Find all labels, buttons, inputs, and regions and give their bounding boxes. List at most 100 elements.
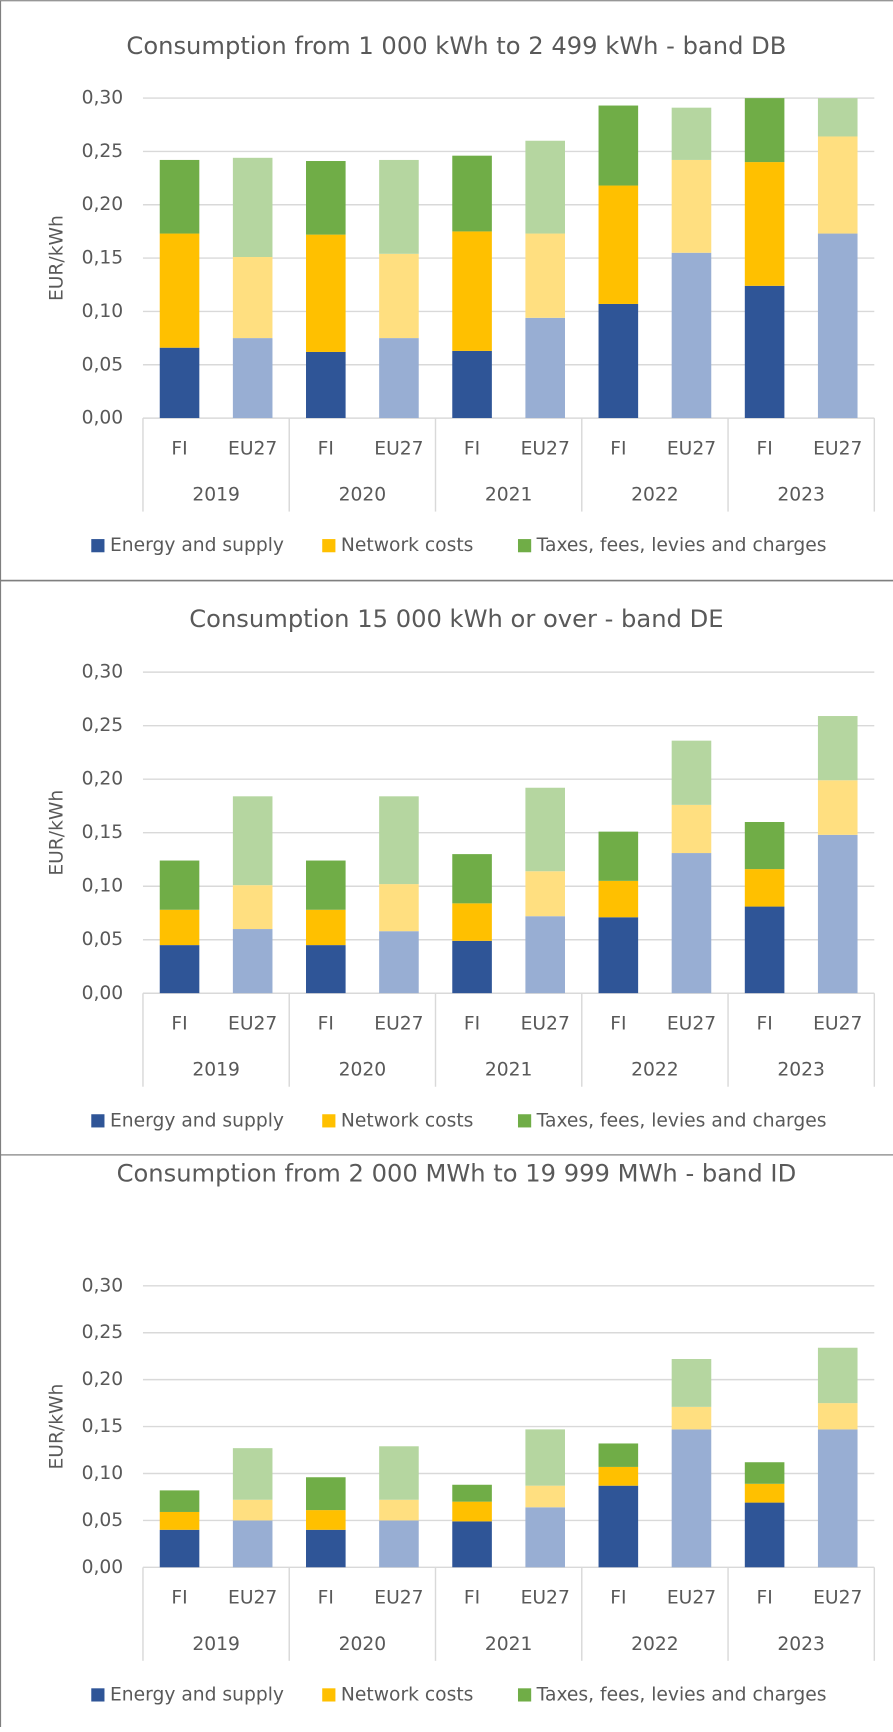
x-tick-label: FI bbox=[756, 1014, 772, 1035]
chart-title: Consumption 15 000 kWh or over - band DE bbox=[189, 606, 724, 634]
bar-segment bbox=[452, 350, 492, 419]
y-tick-label: 0,10 bbox=[82, 301, 124, 322]
legend-swatch bbox=[91, 1114, 105, 1128]
bar-segment bbox=[306, 1510, 346, 1530]
bar-segment bbox=[379, 159, 419, 254]
x-tick-label: EU27 bbox=[667, 1014, 716, 1035]
group-label: 2021 bbox=[485, 1060, 533, 1081]
x-tick-label: EU27 bbox=[813, 1014, 862, 1035]
y-tick-label: 0,25 bbox=[82, 1322, 124, 1343]
group-label: 2023 bbox=[777, 485, 825, 506]
bar-segment bbox=[817, 716, 858, 781]
bar-segment bbox=[525, 1429, 565, 1486]
legend-label: Energy and supply bbox=[110, 1110, 284, 1131]
bar-segment bbox=[598, 185, 639, 304]
y-tick-label: 0,10 bbox=[82, 876, 124, 897]
bar-segment bbox=[598, 831, 639, 881]
bar-segment bbox=[306, 945, 346, 994]
bar-segment bbox=[598, 1443, 639, 1467]
group-label: 2023 bbox=[777, 1634, 825, 1655]
bar-segment bbox=[159, 909, 200, 946]
bar-segment bbox=[159, 860, 200, 910]
legend-label: Network costs bbox=[341, 535, 473, 556]
x-tick-label: FI bbox=[464, 1014, 480, 1035]
bar-segment bbox=[159, 1511, 200, 1530]
legend-swatch bbox=[322, 1114, 336, 1128]
bar-segment bbox=[671, 1406, 712, 1430]
x-tick-label: FI bbox=[171, 438, 187, 459]
bar-segment bbox=[452, 854, 492, 904]
legend-label: Taxes, fees, levies and charges bbox=[536, 1684, 827, 1705]
y-tick-label: 0,10 bbox=[82, 1463, 124, 1484]
x-tick-label: EU27 bbox=[228, 1014, 277, 1035]
bar-segment bbox=[525, 916, 565, 994]
group-label: 2019 bbox=[192, 1060, 240, 1081]
bars bbox=[159, 98, 858, 419]
x-tick-label: EU27 bbox=[667, 1588, 716, 1609]
bar-segment bbox=[379, 1499, 419, 1521]
bar-segment bbox=[817, 780, 858, 835]
group-label: 2019 bbox=[192, 485, 240, 506]
bar-segment bbox=[232, 1520, 273, 1568]
x-tick-label: EU27 bbox=[228, 1588, 277, 1609]
x-tick-label: EU27 bbox=[667, 438, 716, 459]
y-tick-label: 0,30 bbox=[82, 662, 124, 683]
y-tick-label: 0,00 bbox=[82, 1557, 124, 1578]
x-tick-label: FI bbox=[610, 438, 626, 459]
legend-swatch bbox=[322, 1688, 336, 1702]
x-tick-label: FI bbox=[318, 1014, 334, 1035]
bar-segment bbox=[452, 1521, 492, 1568]
bar-segment bbox=[817, 1347, 858, 1404]
bar-segment bbox=[232, 796, 273, 886]
bar-segment bbox=[452, 1501, 492, 1522]
bar-segment bbox=[671, 107, 712, 160]
y-tick-label: 0,05 bbox=[82, 929, 124, 950]
y-tick-label: 0,20 bbox=[82, 194, 124, 215]
group-label: 2021 bbox=[485, 485, 533, 506]
legend-swatch bbox=[91, 539, 105, 553]
x-tick-label: FI bbox=[318, 1588, 334, 1609]
bars bbox=[159, 1347, 858, 1568]
legend-label: Energy and supply bbox=[110, 535, 284, 556]
y-tick-label: 0,15 bbox=[82, 822, 124, 843]
bar-segment bbox=[379, 931, 419, 994]
y-tick-label: 0,20 bbox=[82, 1369, 124, 1390]
y-tick-label: 0,15 bbox=[82, 1416, 124, 1437]
legend-swatch bbox=[517, 1688, 532, 1702]
group-label: 2023 bbox=[777, 1060, 825, 1081]
y-axis-label: EUR/kWh bbox=[47, 215, 68, 301]
bar-segment bbox=[744, 906, 785, 994]
bar-segment bbox=[671, 1359, 712, 1407]
x-tick-label: EU27 bbox=[813, 438, 862, 459]
bar-segment bbox=[525, 140, 565, 234]
y-axis-label: EUR/kWh bbox=[47, 1384, 68, 1470]
bar-segment bbox=[159, 945, 200, 994]
x-tick-label: EU27 bbox=[374, 438, 423, 459]
group-label: 2022 bbox=[631, 1634, 679, 1655]
legend-label: Network costs bbox=[341, 1110, 473, 1131]
bar-segment bbox=[306, 1477, 346, 1511]
bar-segment bbox=[379, 1446, 419, 1500]
bar-segment bbox=[306, 234, 346, 352]
bar-segment bbox=[671, 159, 712, 253]
bar-segment bbox=[744, 285, 785, 419]
bar-segment bbox=[379, 884, 419, 932]
bar-segment bbox=[379, 253, 419, 339]
x-tick-label: EU27 bbox=[521, 1588, 570, 1609]
bar-segment bbox=[744, 1462, 785, 1484]
y-tick-label: 0,05 bbox=[82, 354, 124, 375]
legend-label: Taxes, fees, levies and charges bbox=[536, 535, 827, 556]
bar-segment bbox=[817, 136, 858, 234]
group-label: 2020 bbox=[339, 1634, 387, 1655]
bar-segment bbox=[232, 1448, 273, 1500]
bar-segment bbox=[817, 834, 858, 994]
bar-segment bbox=[744, 98, 785, 163]
panel-border bbox=[0, 1154, 893, 1732]
x-tick-label: FI bbox=[464, 1588, 480, 1609]
x-tick-label: FI bbox=[318, 438, 334, 459]
x-tick-label: FI bbox=[610, 1014, 626, 1035]
bar-segment bbox=[525, 871, 565, 917]
y-axis-label: EUR/kWh bbox=[47, 790, 68, 876]
y-tick-label: 0,20 bbox=[82, 769, 124, 790]
x-tick-label: EU27 bbox=[813, 1588, 862, 1609]
